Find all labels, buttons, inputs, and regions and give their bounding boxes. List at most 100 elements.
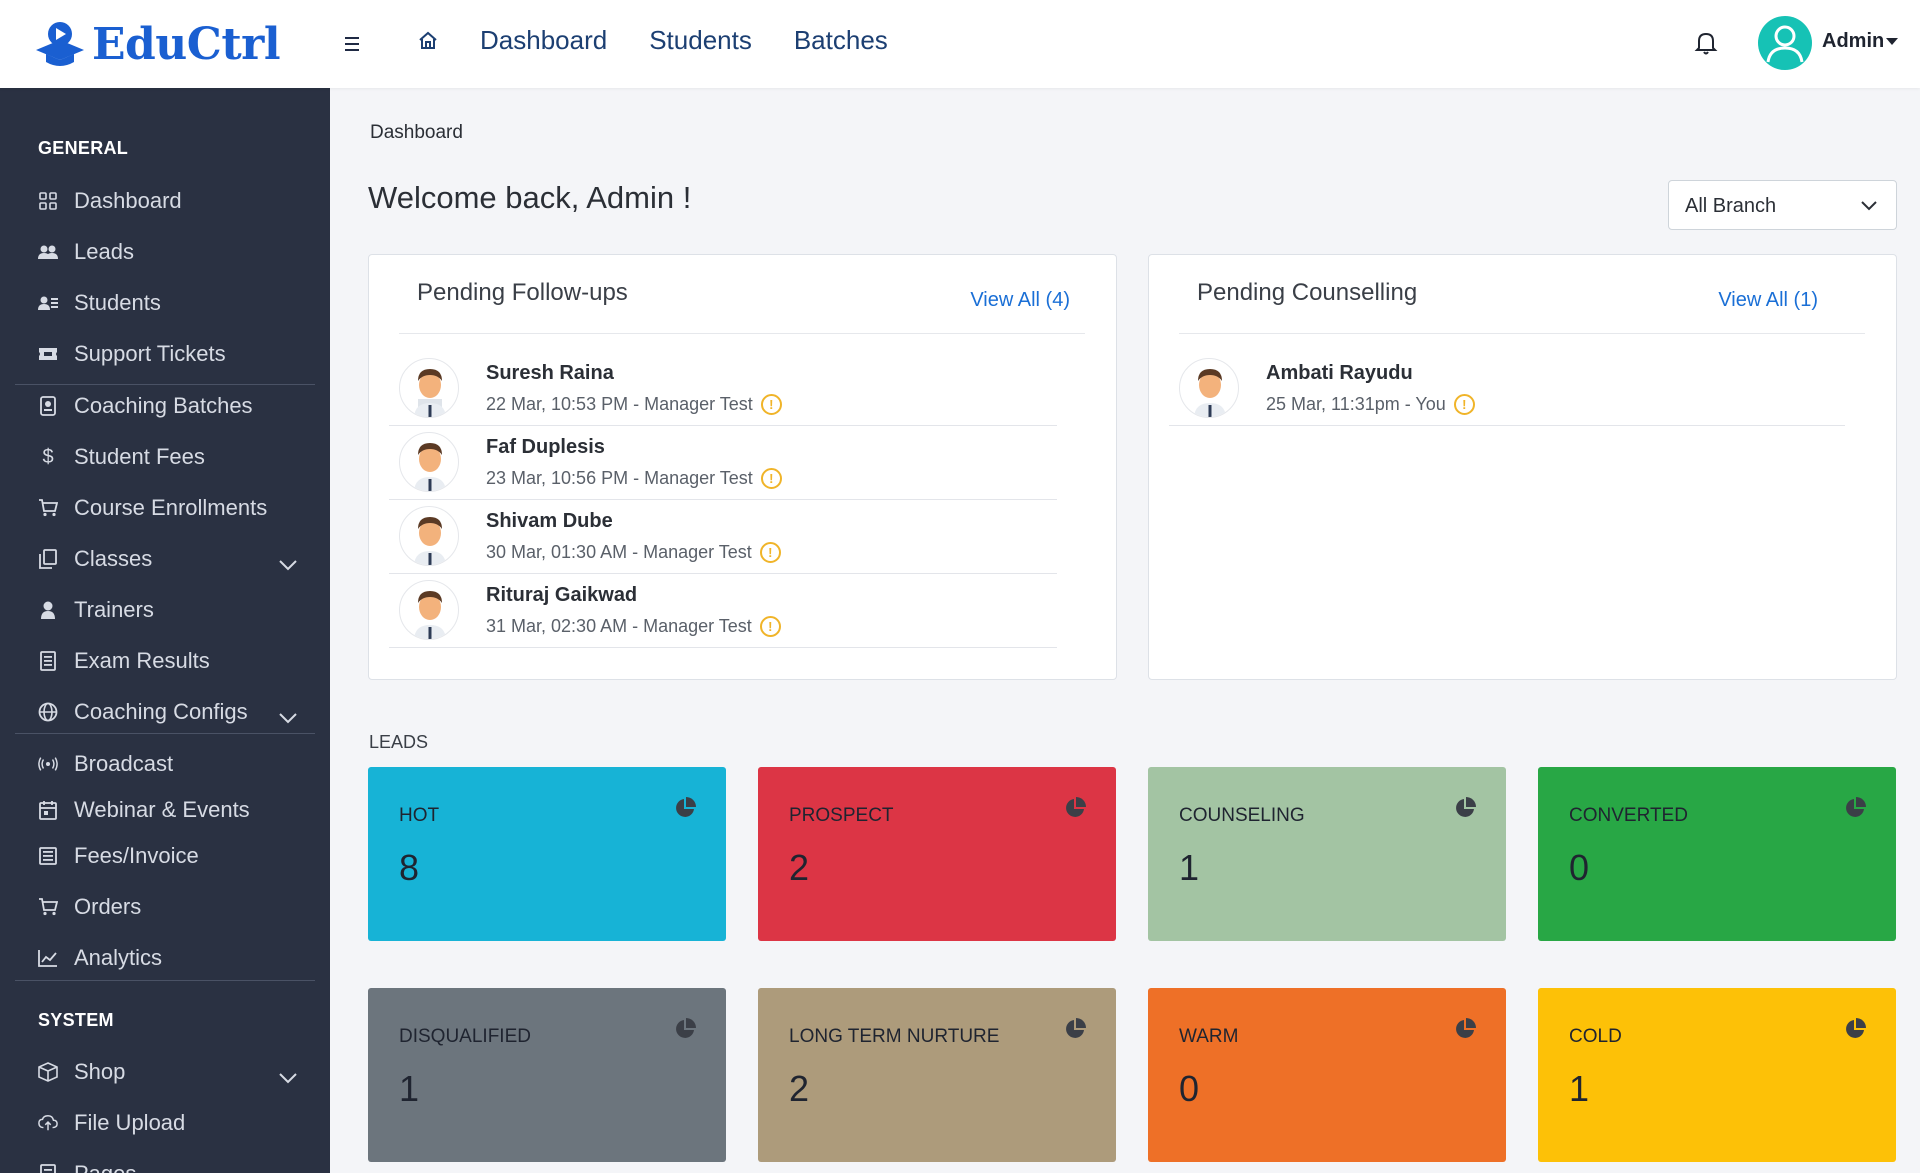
followup-meta: 31 Mar, 02:30 AM - Manager Test! <box>486 616 781 637</box>
sidebar-item-label: Trainers <box>74 597 154 622</box>
sidebar-item-webinar-events[interactable]: Webinar & Events <box>38 790 298 830</box>
sidebar-item-label: File Upload <box>74 1110 186 1135</box>
sidebar-divider <box>15 384 315 385</box>
topnav-students[interactable]: Students <box>649 25 752 55</box>
sidebar-item-coaching-configs[interactable]: Coaching Configs <box>38 692 298 732</box>
chevron-down-icon[interactable] <box>278 704 298 730</box>
lead-card-cold[interactable]: COLD 1 <box>1538 988 1896 1162</box>
counselling-row[interactable]: Ambati Rayudu 25 Mar, 11:31pm - You! <box>1169 352 1845 426</box>
lead-card-warm[interactable]: WARM 0 <box>1148 988 1506 1162</box>
sidebar-item-orders[interactable]: Orders <box>38 887 298 927</box>
lead-card-hot[interactable]: HOT 8 <box>368 767 726 941</box>
chart-icon <box>38 948 58 968</box>
sidebar-item-label: Orders <box>74 894 142 919</box>
copy-icon <box>38 549 58 569</box>
user-avatar[interactable] <box>1758 16 1812 70</box>
chevron-down-icon[interactable] <box>278 551 298 577</box>
followup-meta: 22 Mar, 10:53 PM - Manager Test! <box>486 394 782 415</box>
pie-chart-icon <box>1064 797 1086 819</box>
sidebar-item-label: Support Tickets <box>74 341 226 366</box>
chevron-down-icon[interactable] <box>278 1064 298 1090</box>
lead-card-count: 1 <box>399 1068 420 1109</box>
brand-name: EduCtrl <box>92 18 281 70</box>
warning-icon: ! <box>760 394 782 415</box>
warning-icon: ! <box>759 542 781 563</box>
pie-chart-icon <box>1454 1018 1476 1040</box>
sidebar-item-label: Course Enrollments <box>74 495 268 520</box>
breadcrumb: Dashboard <box>370 122 463 143</box>
counselling-view-all-link[interactable]: View All (1) <box>1718 289 1818 311</box>
globe-icon <box>38 702 58 722</box>
followup-name: Shivam Dube <box>486 510 613 532</box>
sidebar-item-file-upload[interactable]: File Upload <box>38 1103 298 1143</box>
sidebar-item-dashboard[interactable]: Dashboard <box>38 181 298 221</box>
lead-card-label: LONG TERM NURTURE <box>789 1026 1000 1047</box>
sidebar-item-exam-results[interactable]: Exam Results <box>38 641 298 681</box>
followup-meta-text: 30 Mar, 01:30 AM - Manager Test <box>486 542 752 562</box>
brand-logo[interactable]: EduCtrl <box>34 18 281 70</box>
followups-view-all-link[interactable]: View All (4) <box>970 289 1070 311</box>
trainer-icon <box>38 600 58 620</box>
lead-card-label: DISQUALIFIED <box>399 1026 531 1047</box>
sidebar-item-label: Webinar & Events <box>74 797 250 822</box>
grid-icon <box>38 191 58 211</box>
sidebar-item-label: Broadcast <box>74 751 174 776</box>
counselling-card: Pending Counselling View All (1) Ambati … <box>1148 254 1897 680</box>
sidebar-item-label: Leads <box>74 239 134 264</box>
followups-card: Pending Follow-ups View All (4) Suresh R… <box>368 254 1117 680</box>
sidebar-item-coaching-batches[interactable]: Coaching Batches <box>38 386 298 426</box>
sidebar: GENERAL Dashboard Leads Students Support… <box>0 88 330 1173</box>
sidebar-item-fees-invoice[interactable]: Fees/Invoice <box>38 836 298 876</box>
lead-card-disqualified[interactable]: DISQUALIFIED 1 <box>368 988 726 1162</box>
followup-row[interactable]: Shivam Dube 30 Mar, 01:30 AM - Manager T… <box>389 500 1057 574</box>
cart-icon <box>38 897 58 917</box>
lead-card-label: HOT <box>399 805 440 826</box>
sidebar-item-trainers[interactable]: Trainers <box>38 590 298 630</box>
sidebar-item-support-tickets[interactable]: Support Tickets <box>38 334 298 374</box>
bell-icon[interactable] <box>1694 30 1720 58</box>
followup-meta: 30 Mar, 01:30 AM - Manager Test! <box>486 542 781 563</box>
top-navbar: EduCtrl Dashboard Students Batches Admin <box>0 0 1920 88</box>
lead-card-long-term-nurture[interactable]: LONG TERM NURTURE 2 <box>758 988 1116 1162</box>
person-avatar-icon <box>399 432 459 492</box>
warning-icon: ! <box>760 468 782 489</box>
lead-card-converted[interactable]: CONVERTED 0 <box>1538 767 1896 941</box>
pie-chart-icon <box>1454 797 1476 819</box>
lead-card-count: 2 <box>789 847 810 888</box>
warning-icon: ! <box>1453 394 1475 415</box>
sidebar-item-leads[interactable]: Leads <box>38 232 298 272</box>
sidebar-item-analytics[interactable]: Analytics <box>38 938 298 978</box>
sidebar-item-pages[interactable]: Pages <box>38 1154 298 1173</box>
lead-card-count: 0 <box>1179 1068 1200 1109</box>
followup-name: Rituraj Gaikwad <box>486 584 638 606</box>
branch-select[interactable]: All Branch <box>1668 180 1897 230</box>
followup-row[interactable]: Suresh Raina 22 Mar, 10:53 PM - Manager … <box>389 352 1057 426</box>
followup-row[interactable]: Faf Duplesis 23 Mar, 10:56 PM - Manager … <box>389 426 1057 500</box>
lead-card-counseling[interactable]: COUNSELING 1 <box>1148 767 1506 941</box>
topnav-batches[interactable]: Batches <box>793 25 888 55</box>
sidebar-item-shop[interactable]: Shop <box>38 1052 298 1092</box>
home-icon[interactable] <box>417 30 439 54</box>
lead-card-prospect[interactable]: PROSPECT 2 <box>758 767 1116 941</box>
sidebar-item-label: Pages <box>74 1161 136 1173</box>
sidebar-item-course-enrollments[interactable]: Course Enrollments <box>38 488 298 528</box>
sidebar-divider <box>15 733 315 734</box>
card-divider <box>399 333 1085 334</box>
pie-chart-icon <box>674 1018 696 1040</box>
caret-down-icon[interactable] <box>1886 38 1898 45</box>
menu-toggle-icon[interactable] <box>345 30 367 58</box>
sidebar-item-students[interactable]: Students <box>38 283 298 323</box>
sidebar-item-classes[interactable]: Classes <box>38 539 298 579</box>
pie-chart-icon <box>1844 1018 1866 1040</box>
sidebar-item-label: Exam Results <box>74 648 210 673</box>
sidebar-item-student-fees[interactable]: $ Student Fees <box>38 437 298 477</box>
topnav-dashboard[interactable]: Dashboard <box>480 25 608 55</box>
page-title: Welcome back, Admin ! <box>368 180 692 215</box>
branch-select-value: All Branch <box>1685 195 1777 217</box>
followup-meta-text: 22 Mar, 10:53 PM - Manager Test <box>486 394 753 414</box>
sidebar-item-label: Coaching Configs <box>74 699 248 724</box>
followup-row[interactable]: Rituraj Gaikwad 31 Mar, 02:30 AM - Manag… <box>389 574 1057 648</box>
sidebar-item-broadcast[interactable]: Broadcast <box>38 744 298 784</box>
user-menu-label[interactable]: Admin <box>1822 30 1885 52</box>
broadcast-icon <box>38 754 58 774</box>
